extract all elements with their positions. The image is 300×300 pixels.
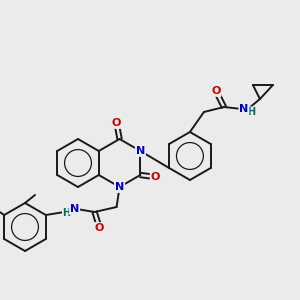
Text: H: H xyxy=(62,208,70,218)
Text: O: O xyxy=(95,223,104,233)
Text: H: H xyxy=(247,107,255,117)
Text: O: O xyxy=(151,172,160,182)
Text: N: N xyxy=(239,104,248,114)
Text: N: N xyxy=(70,204,79,214)
Text: N: N xyxy=(136,146,145,156)
Text: N: N xyxy=(115,182,124,192)
Text: O: O xyxy=(211,86,220,96)
Text: O: O xyxy=(112,118,121,128)
